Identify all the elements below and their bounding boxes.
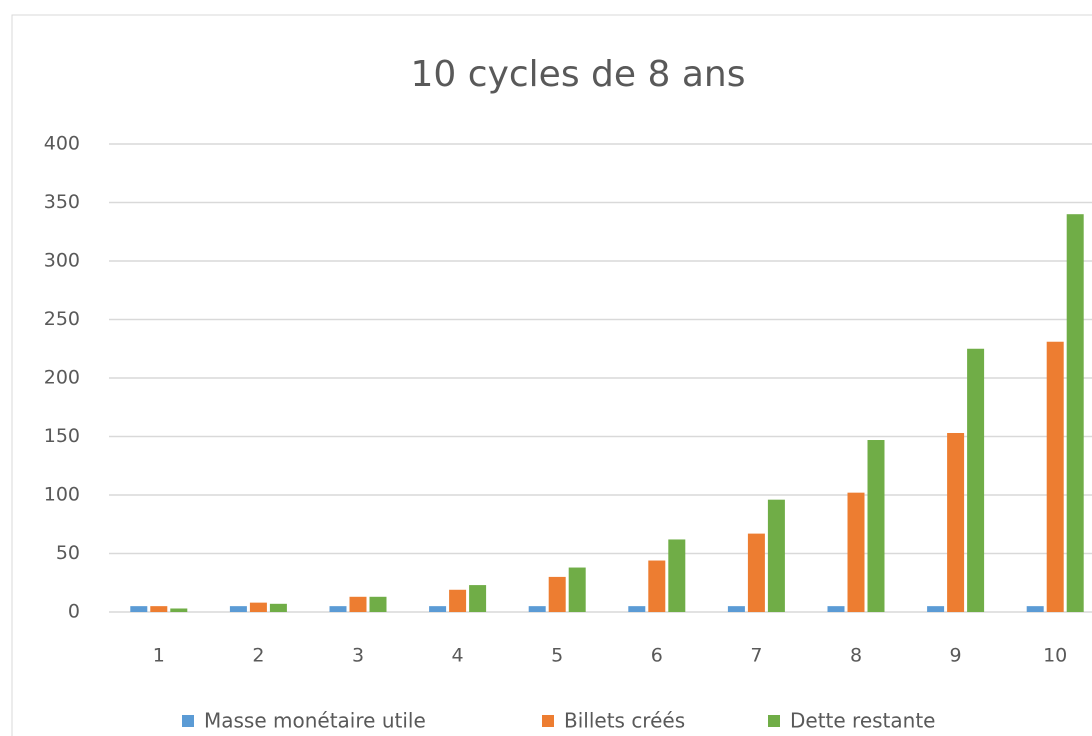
bar <box>170 608 188 612</box>
x-tick-label: 7 <box>750 645 762 667</box>
bar <box>747 533 765 612</box>
legend-label: Masse monétaire utile <box>204 709 426 733</box>
bar <box>847 492 865 612</box>
x-tick-label: 5 <box>551 645 563 667</box>
bar <box>1066 214 1084 612</box>
bar <box>269 603 287 612</box>
y-tick-label: 150 <box>44 425 80 447</box>
x-tick-label: 4 <box>452 645 464 667</box>
bar <box>727 606 745 612</box>
chart-frame <box>11 14 1092 736</box>
bar <box>469 585 487 612</box>
legend-swatch <box>182 715 194 727</box>
bar <box>568 567 586 612</box>
bar <box>349 596 367 612</box>
legend-swatch <box>542 715 554 727</box>
legend-swatch <box>768 715 780 727</box>
bar <box>648 560 666 612</box>
bar <box>867 440 885 612</box>
bar <box>827 606 845 612</box>
bar <box>429 606 447 612</box>
bar <box>369 596 387 612</box>
bar <box>668 539 686 612</box>
bar <box>967 348 985 612</box>
x-tick-label: 8 <box>850 645 862 667</box>
bar <box>329 606 347 612</box>
y-tick-label: 200 <box>44 367 80 389</box>
bar <box>1026 606 1044 612</box>
bar <box>947 432 965 612</box>
bar <box>449 589 467 612</box>
y-tick-label: 50 <box>56 542 80 564</box>
x-tick-label: 2 <box>252 645 264 667</box>
y-tick-label: 100 <box>44 484 80 506</box>
x-tick-label: 9 <box>950 645 962 667</box>
legend-label: Billets créés <box>564 709 685 733</box>
bar <box>548 576 566 612</box>
chart-title: 10 cycles de 8 ans <box>411 54 746 95</box>
bar <box>927 606 945 612</box>
x-tick-label: 1 <box>153 645 165 667</box>
bar <box>628 606 646 612</box>
bar <box>249 602 267 612</box>
bar <box>130 606 148 612</box>
bar <box>1046 341 1064 612</box>
y-tick-label: 400 <box>44 133 80 155</box>
x-tick-label: 6 <box>651 645 663 667</box>
bar <box>150 606 168 612</box>
y-tick-label: 250 <box>44 308 80 330</box>
bar <box>229 606 247 612</box>
y-tick-label: 300 <box>44 250 80 272</box>
x-tick-label: 3 <box>352 645 364 667</box>
y-tick-label: 350 <box>44 191 80 213</box>
y-tick-label: 0 <box>68 601 80 623</box>
x-tick-label: 10 <box>1043 645 1067 667</box>
bar <box>767 499 785 612</box>
bar <box>528 606 546 612</box>
legend-label: Dette restante <box>790 709 935 733</box>
